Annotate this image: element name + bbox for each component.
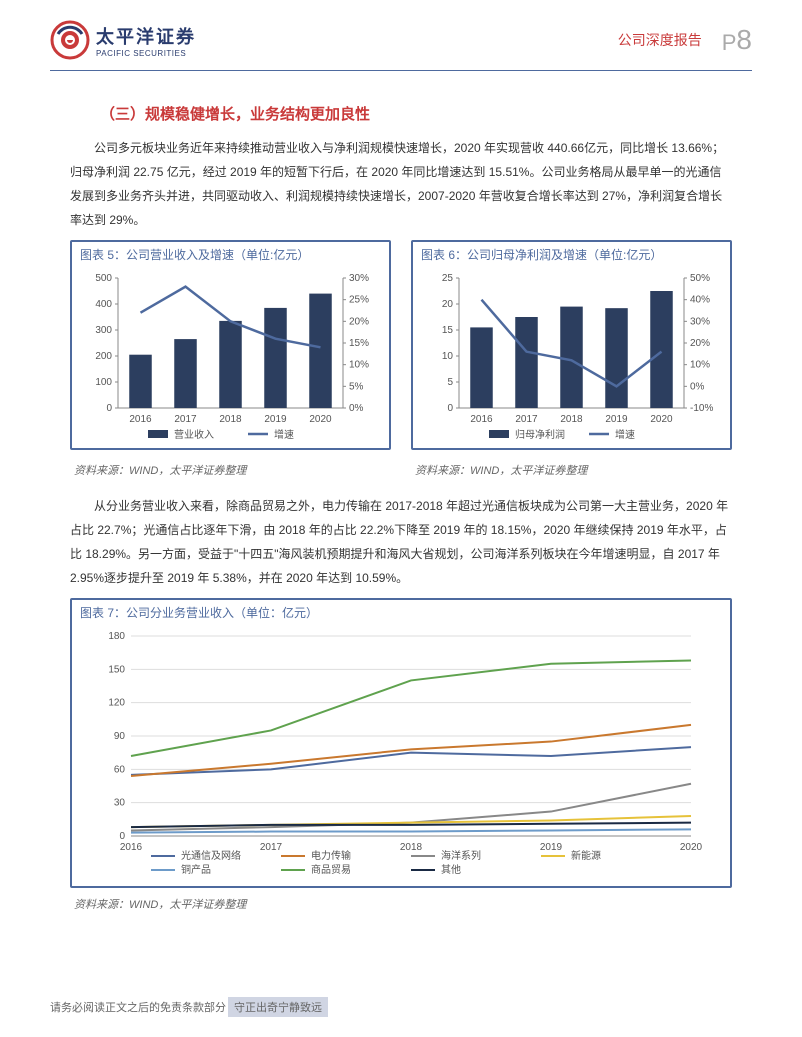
footer-disclaimer: 请务必阅读正文之后的免责条款部分 xyxy=(50,999,226,1015)
svg-text:2018: 2018 xyxy=(400,842,423,853)
svg-text:2019: 2019 xyxy=(605,414,628,425)
chart-7-container: 图表 7：公司分业务营业收入（单位：亿元） 0 30 60 90 120 150 180 20… xyxy=(70,598,732,888)
svg-text:2016: 2016 xyxy=(120,842,143,853)
logo-en-text: PACIFIC SECURITIES xyxy=(96,49,196,58)
svg-text:营业收入: 营业收入 xyxy=(174,428,214,441)
svg-text:500: 500 xyxy=(95,273,112,284)
chart-6-title: 图表 6：公司归母净利润及增速（单位:亿元） xyxy=(413,242,730,268)
chart-6-source: 资料来源：WIND，太平洋证券整理 xyxy=(415,462,732,478)
paragraph-2: 从分业务营业收入来看，除商品贸易之外，电力传输在 2017-2018 年超过光通… xyxy=(70,494,732,590)
svg-text:0: 0 xyxy=(106,403,112,414)
page-header: 太平洋证券 PACIFIC SECURITIES 公司深度报告 P 8 xyxy=(50,0,752,71)
svg-text:40%: 40% xyxy=(690,295,710,306)
page-footer: 请务必阅读正文之后的免责条款部分 守正出奇宁静致远 xyxy=(50,997,752,1017)
svg-text:200: 200 xyxy=(95,351,112,362)
svg-text:60: 60 xyxy=(114,764,126,775)
svg-text:2017: 2017 xyxy=(515,414,538,425)
chart-5-source: 资料来源：WIND，太平洋证券整理 xyxy=(74,462,391,478)
report-type: 公司深度报告 xyxy=(618,30,702,50)
svg-text:铜产品: 铜产品 xyxy=(181,863,211,876)
chart-7-svg: 0 30 60 90 120 150 180 2016 2017 2018 2019 2020 光通信及… xyxy=(91,626,711,886)
svg-text:2016: 2016 xyxy=(470,414,493,425)
svg-text:20: 20 xyxy=(442,299,454,310)
svg-text:90: 90 xyxy=(114,731,126,742)
logo-icon xyxy=(50,20,90,60)
svg-text:2020: 2020 xyxy=(680,842,703,853)
svg-text:30%: 30% xyxy=(349,273,369,284)
svg-text:120: 120 xyxy=(108,698,125,709)
svg-text:10: 10 xyxy=(442,351,454,362)
chart-5-container: 图表 5：公司营业收入及增速（单位:亿元） 0 100 200 300 400 500 0%… xyxy=(70,240,391,450)
svg-text:0: 0 xyxy=(119,831,125,842)
svg-text:5: 5 xyxy=(447,377,453,388)
chart-5-title: 图表 5：公司营业收入及增速（单位:亿元） xyxy=(72,242,389,268)
svg-text:2017: 2017 xyxy=(174,414,197,425)
svg-text:2020: 2020 xyxy=(650,414,673,425)
svg-text:2019: 2019 xyxy=(540,842,563,853)
svg-text:20%: 20% xyxy=(349,316,369,327)
chart-6-container: 图表 6：公司归母净利润及增速（单位:亿元） 0 5 10 15 20 25 -10% 0% 1… xyxy=(411,240,732,450)
svg-text:光通信及网络: 光通信及网络 xyxy=(181,849,241,862)
svg-text:20%: 20% xyxy=(690,338,710,349)
svg-text:2020: 2020 xyxy=(309,414,332,425)
svg-text:新能源: 新能源 xyxy=(571,849,601,862)
svg-text:2018: 2018 xyxy=(219,414,242,425)
svg-text:0: 0 xyxy=(447,403,453,414)
svg-text:15%: 15% xyxy=(349,338,369,349)
chart-7-source: 资料来源：WIND，太平洋证券整理 xyxy=(74,896,732,912)
svg-text:2016: 2016 xyxy=(129,414,152,425)
svg-text:180: 180 xyxy=(108,631,125,642)
svg-text:30%: 30% xyxy=(690,316,710,327)
svg-text:0%: 0% xyxy=(349,403,364,414)
svg-text:海洋系列: 海洋系列 xyxy=(441,849,481,862)
svg-text:50%: 50% xyxy=(690,273,710,284)
logo-cn-text: 太平洋证券 xyxy=(96,23,196,49)
svg-text:电力传输: 电力传输 xyxy=(311,849,351,862)
svg-text:2018: 2018 xyxy=(560,414,583,425)
svg-text:150: 150 xyxy=(108,664,125,675)
svg-text:归母净利润: 归母净利润 xyxy=(515,428,565,441)
chart-7-title: 图表 7：公司分业务营业收入（单位：亿元） xyxy=(72,600,730,626)
chart-5-svg: 0 100 200 300 400 500 0% 5% 10% 15% 20% 25% 30% 2016 2… xyxy=(78,268,383,448)
svg-text:300: 300 xyxy=(95,325,112,336)
svg-text:15: 15 xyxy=(442,325,454,336)
svg-text:2017: 2017 xyxy=(260,842,283,853)
svg-text:100: 100 xyxy=(95,377,112,388)
svg-text:10%: 10% xyxy=(690,360,710,371)
svg-text:-10%: -10% xyxy=(690,403,713,414)
svg-text:2019: 2019 xyxy=(264,414,287,425)
svg-text:商品贸易: 商品贸易 xyxy=(311,863,351,876)
brand-logo: 太平洋证券 PACIFIC SECURITIES xyxy=(50,20,196,60)
chart-6-svg: 0 5 10 15 20 25 -10% 0% 10% 20% 30% 40% 50% 2016 2017 2… xyxy=(419,268,724,448)
svg-text:增速: 增速 xyxy=(615,428,635,441)
svg-text:25: 25 xyxy=(442,273,454,284)
svg-text:其他: 其他 xyxy=(441,863,461,876)
footer-motto: 守正出奇宁静致远 xyxy=(228,997,328,1017)
paragraph-1: 公司多元板块业务近年来持续推动营业收入与净利润规模快速增长，2020 年实现营收… xyxy=(70,136,732,232)
svg-text:0%: 0% xyxy=(690,381,705,392)
svg-text:10%: 10% xyxy=(349,360,369,371)
svg-text:增速: 增速 xyxy=(274,428,294,441)
svg-text:5%: 5% xyxy=(349,381,364,392)
svg-text:400: 400 xyxy=(95,299,112,310)
section-title: （三）规模稳健增长，业务结构更加良性 xyxy=(100,103,732,124)
svg-text:25%: 25% xyxy=(349,295,369,306)
page-number: P 8 xyxy=(722,24,752,56)
svg-text:30: 30 xyxy=(114,798,126,809)
